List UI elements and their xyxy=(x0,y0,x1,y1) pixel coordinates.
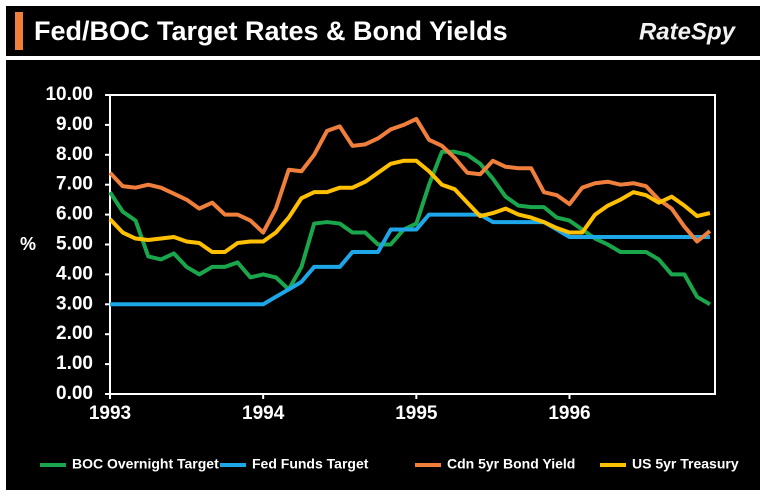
x-tick-label: 1993 xyxy=(89,403,131,424)
x-tick-label: 1996 xyxy=(548,403,590,424)
chart-panel xyxy=(6,60,760,490)
y-axis-label: % xyxy=(20,234,36,254)
title-bar xyxy=(6,6,760,56)
legend-label: US 5yr Treasury xyxy=(632,456,739,472)
legend-label: BOC Overnight Target xyxy=(72,456,219,472)
y-tick-label: 9.00 xyxy=(56,114,93,135)
y-tick-label: 7.00 xyxy=(56,174,93,195)
legend-label: Fed Funds Target xyxy=(252,456,369,472)
x-tick-label: 1994 xyxy=(242,403,285,424)
y-tick-label: 5.00 xyxy=(56,234,93,255)
series-line xyxy=(108,158,711,254)
legend-label: Cdn 5yr Bond Yield xyxy=(447,456,575,472)
chart-title: Fed/BOC Target Rates & Bond Yields xyxy=(34,16,508,46)
logo: RateSpy xyxy=(639,18,737,45)
title-accent xyxy=(15,12,23,50)
series-line xyxy=(108,116,712,244)
series-line xyxy=(110,212,710,307)
y-tick-label: 0.00 xyxy=(56,383,93,404)
y-tick-label: 3.00 xyxy=(56,293,93,314)
series-line xyxy=(108,149,711,307)
y-tick-label: 10.00 xyxy=(45,84,93,105)
y-tick-label: 8.00 xyxy=(56,144,93,165)
y-tick-label: 2.00 xyxy=(56,323,93,344)
plot-frame xyxy=(109,94,716,395)
y-tick-label: 6.00 xyxy=(56,204,93,225)
y-tick-label: 4.00 xyxy=(56,263,93,284)
y-tick-label: 1.00 xyxy=(56,353,93,374)
x-tick-label: 1995 xyxy=(395,403,438,424)
